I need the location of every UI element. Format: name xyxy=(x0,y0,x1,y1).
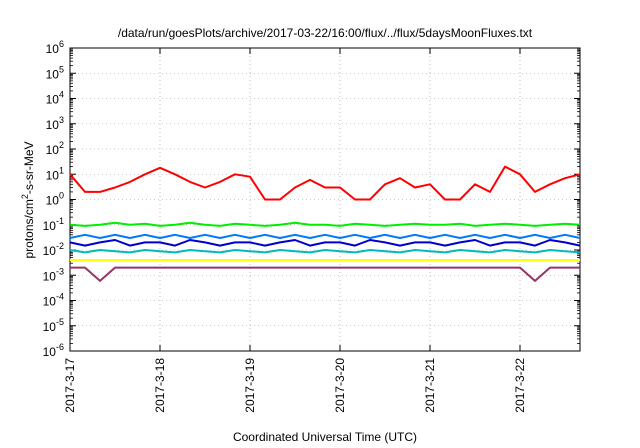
series-line-5 xyxy=(69,249,581,254)
y-tick-label: 103 xyxy=(46,115,64,132)
y-tick-label: 106 xyxy=(46,39,64,56)
x-axis-label: Coordinated Universal Time (UTC) xyxy=(233,430,417,444)
series-line-1 xyxy=(69,165,581,201)
y-tick-label: 10-4 xyxy=(43,292,64,309)
y-tick-label: 105 xyxy=(46,64,64,81)
y-axis-label-sup: 2 xyxy=(20,194,30,199)
series-line-2 xyxy=(69,221,581,227)
y-tick-label: 10-2 xyxy=(43,241,64,258)
series-line-4 xyxy=(69,239,581,247)
y-axis-label-pre: protons/cm xyxy=(22,199,36,258)
y-tick-label: 10-3 xyxy=(43,266,64,283)
x-tick-label: 2017-3-18 xyxy=(153,358,167,413)
x-axis-ticks: 2017-3-17 2017-3-18 2017-3-19 2017-3-20 2017… xyxy=(63,48,527,413)
x-tick-label: 2017-3-21 xyxy=(423,358,437,413)
series-group xyxy=(69,165,581,282)
y-tick-label: 101 xyxy=(46,165,64,182)
y-axis-label-post: -s-sr-MeV xyxy=(22,141,36,194)
series-line-3 xyxy=(69,233,581,239)
series-line-7 xyxy=(70,266,580,282)
grid xyxy=(69,48,580,351)
y-axis-ticks: 10-6 10-5 10-4 10-3 10-2 10-1 100 101 102 103 104 1… xyxy=(43,39,580,359)
y-tick-label: 100 xyxy=(46,191,64,208)
x-tick-label: 2017-3-19 xyxy=(243,358,257,413)
y-tick-label: 102 xyxy=(46,140,64,157)
x-tick-label: 2017-3-20 xyxy=(333,358,347,413)
chart-title: /data/run/goesPlots/archive/2017-03-22/1… xyxy=(118,26,533,40)
y-tick-label: 10-5 xyxy=(43,317,64,334)
x-tick-label: 2017-3-22 xyxy=(513,358,527,413)
x-tick-label: 2017-3-17 xyxy=(63,358,77,413)
y-tick-label: 10-6 xyxy=(43,342,64,359)
y-axis-label: protons/cm2-s-sr-MeV xyxy=(20,141,36,258)
y-tick-label: 104 xyxy=(46,90,64,107)
y-tick-label: 10-1 xyxy=(43,216,64,233)
